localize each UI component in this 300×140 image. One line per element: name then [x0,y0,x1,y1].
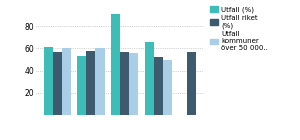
Bar [62,48,71,115]
Bar [145,42,154,115]
Bar [77,56,86,115]
Bar [86,51,95,115]
Bar [187,52,196,115]
Legend: Utfall (%), Utfall riket
(%), Utfall
kommuner
över 50 000..: Utfall (%), Utfall riket (%), Utfall kom… [209,5,268,52]
Bar [154,57,163,115]
Bar [111,14,120,115]
Bar [95,48,104,115]
Bar [53,52,62,115]
Bar [163,60,172,115]
Bar [44,47,53,115]
Bar [129,53,138,115]
Bar [120,52,129,115]
